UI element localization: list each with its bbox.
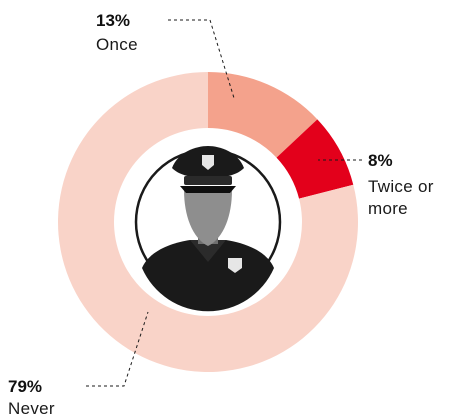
slice-once <box>208 72 318 158</box>
value-label-never: 79% <box>8 377 42 396</box>
slice-never <box>58 72 359 372</box>
leader-line-never <box>86 311 149 387</box>
donut-slices <box>58 72 359 372</box>
value-label-once: 13% <box>96 11 130 30</box>
leader-line-once <box>168 19 235 99</box>
slice-twice-or-more <box>276 119 354 199</box>
police-officer-icon <box>134 146 282 312</box>
category-label-twice-or-more-line2: more <box>368 199 408 218</box>
value-label-twice-or-more: 8% <box>368 151 393 170</box>
category-label-twice-or-more-line1: Twice or <box>368 177 434 196</box>
category-label-never: Never <box>8 399 55 418</box>
category-label-once: Once <box>96 35 138 54</box>
